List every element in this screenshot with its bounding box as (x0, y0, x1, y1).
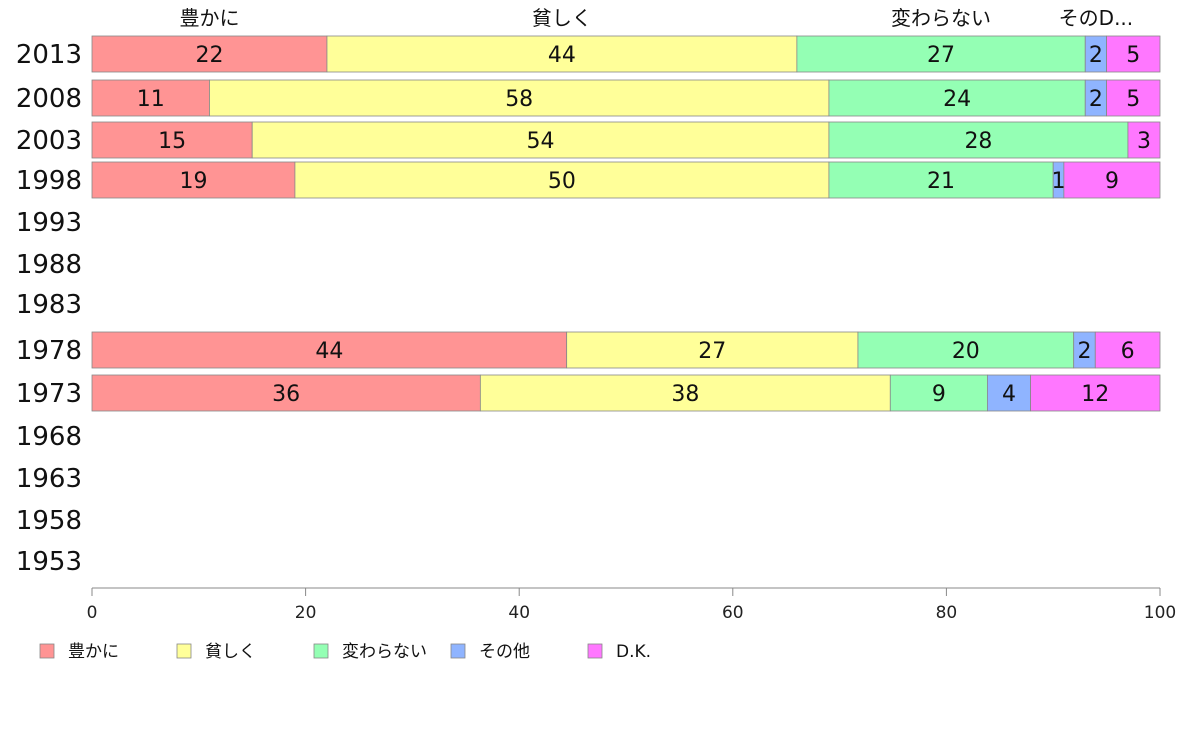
legend-swatch-2 (313, 643, 329, 659)
data-label-2013-series-0: 22 (195, 43, 223, 68)
legend-label-2: 変わらない (342, 642, 427, 662)
data-label-2013-series-2: 27 (927, 43, 955, 68)
year-label-1953: 1953 (16, 547, 82, 577)
year-label-2008: 2008 (16, 84, 82, 114)
bar-2008-series-0 (91, 79, 210, 117)
column-header-1: 貧しく (532, 6, 592, 30)
year-label-1983: 1983 (16, 290, 82, 320)
year-label-1973: 1973 (16, 379, 82, 409)
data-label-1973-series-2: 9 (932, 382, 946, 407)
x-tick-label-40: 40 (508, 603, 530, 623)
legend-swatch-3 (450, 643, 466, 659)
bar-1978-series-4 (1094, 331, 1161, 369)
bar-2008-series-2 (828, 79, 1086, 117)
x-tick-label-20: 20 (295, 603, 317, 623)
data-label-2003-series-2: 28 (964, 129, 992, 154)
bar-1998-series-4 (1063, 161, 1161, 199)
legend-label-4: D.K. (616, 642, 651, 662)
bar-1973-series-4 (1030, 374, 1161, 412)
legend-swatch-4 (587, 643, 603, 659)
data-label-1978-series-0: 44 (315, 339, 343, 364)
x-tick-label-80: 80 (936, 603, 958, 623)
year-label-1968: 1968 (16, 422, 82, 452)
data-label-1998-series-4: 9 (1105, 169, 1119, 194)
year-label-1963: 1963 (16, 464, 82, 494)
data-label-2013-series-4: 5 (1126, 43, 1140, 68)
legend-swatch-1 (176, 643, 192, 659)
year-label-1993: 1993 (16, 208, 82, 238)
data-label-1998-series-1: 50 (548, 169, 576, 194)
data-label-2008-series-1: 58 (505, 87, 533, 112)
year-label-1998: 1998 (16, 166, 82, 196)
data-label-2008-series-4: 5 (1126, 87, 1140, 112)
bar-1973-series-0 (91, 374, 481, 412)
bar-2003-series-4 (1127, 121, 1161, 159)
data-label-1998-series-0: 19 (179, 169, 207, 194)
column-header-3: そのD... (1059, 6, 1133, 30)
bar-2013-series-4 (1106, 35, 1161, 73)
x-tick-label-60: 60 (722, 603, 744, 623)
bar-1973-series-1 (479, 374, 891, 412)
data-label-1973-series-0: 36 (272, 382, 300, 407)
x-tick-label-0: 0 (87, 603, 98, 623)
data-label-1978-series-2: 20 (952, 339, 980, 364)
bar-1998-series-1 (294, 161, 830, 199)
data-label-2008-series-0: 11 (137, 87, 165, 112)
bar-1978-series-1 (566, 331, 859, 369)
data-label-2008-series-3: 2 (1089, 87, 1103, 112)
bar-2003-series-1 (251, 121, 830, 159)
bar-1978-series-0 (91, 331, 568, 369)
data-label-1998-series-3: 1 (1052, 169, 1066, 194)
data-label-1978-series-1: 27 (698, 339, 726, 364)
data-label-1973-series-4: 12 (1081, 382, 1109, 407)
data-label-1973-series-1: 38 (671, 382, 699, 407)
data-label-2013-series-3: 2 (1089, 43, 1103, 68)
legend-label-0: 豊かに (68, 642, 119, 662)
data-label-1978-series-3: 2 (1077, 339, 1091, 364)
bar-2003-series-0 (91, 121, 253, 159)
bar-1973-series-3 (986, 374, 1031, 412)
data-label-2003-series-4: 3 (1137, 129, 1151, 154)
bar-1998-series-0 (91, 161, 296, 199)
bar-1978-series-2 (857, 331, 1075, 369)
legend-swatch-0 (39, 643, 55, 659)
bar-2008-series-4 (1106, 79, 1161, 117)
bar-2008-series-1 (209, 79, 830, 117)
year-label-1988: 1988 (16, 250, 82, 280)
bar-2003-series-2 (828, 121, 1129, 159)
column-header-2: 変わらない (891, 6, 991, 30)
bar-2013-series-0 (91, 35, 328, 73)
bar-2013-series-1 (326, 35, 798, 73)
column-header-0: 豊かに (179, 6, 239, 30)
data-label-2013-series-1: 44 (548, 43, 576, 68)
year-label-1978: 1978 (16, 336, 82, 366)
data-label-1973-series-3: 4 (1002, 382, 1016, 407)
data-label-1998-series-2: 21 (927, 169, 955, 194)
data-label-1978-series-4: 6 (1121, 339, 1135, 364)
x-tick-label-100: 100 (1144, 603, 1176, 623)
data-label-2008-series-2: 24 (943, 87, 971, 112)
year-label-1958: 1958 (16, 506, 82, 536)
year-label-2013: 2013 (16, 40, 82, 70)
data-label-2003-series-1: 54 (527, 129, 555, 154)
data-label-2003-series-0: 15 (158, 129, 186, 154)
year-label-2003: 2003 (16, 126, 82, 156)
legend-label-3: その他 (479, 642, 530, 662)
legend-label-1: 貧しく (205, 642, 256, 662)
bar-2013-series-2 (796, 35, 1086, 73)
